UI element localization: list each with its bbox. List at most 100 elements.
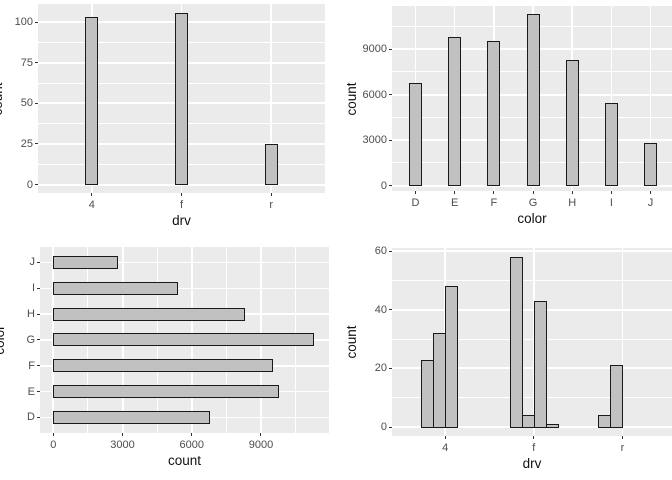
y-tick-mark	[389, 426, 392, 428]
bar	[509, 257, 523, 428]
y-tick-mark	[37, 416, 40, 418]
y-tick-label: 75	[20, 56, 33, 69]
x-tick-mark	[270, 193, 272, 196]
y-tick-mark	[389, 139, 392, 141]
x-tick-mark	[191, 433, 193, 436]
x-axis-title: drv	[522, 456, 542, 471]
grid-major-x	[621, 248, 624, 436]
y-tick-label: 0	[380, 179, 387, 192]
x-tick-mark	[181, 193, 183, 196]
x-tick-label: H	[568, 197, 577, 209]
y-tick-label: 9000	[362, 43, 387, 55]
y-tick-label: J	[29, 256, 36, 269]
bar	[526, 14, 540, 187]
y-tick-label: 6000	[362, 88, 387, 101]
x-tick-label: 4	[88, 199, 95, 211]
bar	[533, 301, 547, 428]
grid-major-y	[392, 308, 672, 311]
bar	[445, 286, 459, 428]
grid-major-x	[270, 4, 272, 193]
grid-major-y	[392, 367, 672, 370]
x-tick-mark	[571, 191, 573, 194]
y-tick-mark	[35, 184, 38, 185]
bar	[53, 333, 314, 347]
x-tick-label: f	[532, 442, 536, 454]
bar	[85, 17, 99, 186]
x-tick-label: 6000	[179, 439, 204, 451]
y-tick-label: G	[26, 333, 35, 346]
bar	[175, 12, 189, 186]
x-tick-mark	[444, 436, 446, 439]
y-tick-mark	[37, 313, 40, 315]
y-tick-label: H	[27, 308, 35, 321]
x-tick-label: f	[179, 199, 184, 211]
y-tick-label: F	[28, 359, 35, 372]
y-tick-mark	[389, 185, 392, 186]
x-tick-mark	[610, 191, 612, 194]
bar	[487, 40, 501, 187]
x-tick-label: F	[490, 197, 498, 209]
y-axis-title: count	[344, 325, 359, 359]
x-tick-mark	[650, 191, 652, 194]
y-tick-mark	[389, 94, 392, 95]
y-tick-label: 50	[20, 97, 33, 110]
x-tick-mark	[415, 191, 416, 194]
y-tick-label: 0	[26, 178, 33, 191]
grid-minor-y	[392, 280, 672, 281]
y-tick-label: E	[27, 385, 35, 398]
x-tick-mark	[52, 433, 54, 436]
y-tick-mark	[37, 391, 40, 393]
grid-major-y	[40, 261, 329, 264]
x-tick-label: r	[269, 199, 274, 211]
y-tick-mark	[389, 250, 392, 252]
x-tick-label: D	[411, 197, 420, 209]
bar	[53, 385, 280, 399]
x-tick-mark	[532, 191, 534, 194]
grid-major-x	[649, 6, 652, 191]
bar	[53, 359, 274, 373]
x-tick-mark	[91, 193, 93, 196]
bar	[53, 410, 210, 424]
y-tick-mark	[35, 143, 38, 145]
bar	[545, 424, 559, 428]
y-tick-label: 25	[20, 137, 33, 150]
y-tick-mark	[389, 309, 392, 311]
x-tick-label: 4	[442, 442, 449, 454]
y-tick-mark	[37, 261, 40, 263]
bar	[409, 82, 422, 187]
bar	[610, 365, 624, 428]
y-tick-label: 20	[374, 362, 387, 375]
grid-major-y	[40, 287, 329, 290]
x-tick-label: G	[528, 197, 538, 209]
x-tick-mark	[454, 191, 456, 194]
x-axis-title: drv	[172, 213, 191, 228]
x-tick-label: 3000	[110, 439, 135, 451]
y-tick-label: 40	[374, 303, 387, 316]
bar	[53, 281, 179, 295]
x-tick-label: 0	[50, 439, 57, 451]
y-tick-mark	[37, 287, 40, 289]
y-tick-mark	[37, 339, 40, 341]
grid-major-x	[610, 6, 613, 191]
y-tick-mark	[37, 365, 40, 367]
x-tick-mark	[493, 191, 495, 194]
bar	[264, 143, 278, 186]
x-tick-label: I	[609, 197, 613, 209]
y-tick-label: 60	[374, 245, 387, 258]
x-tick-label: 9000	[248, 439, 274, 451]
y-tick-mark	[35, 102, 38, 104]
y-tick-label: 100	[14, 16, 33, 29]
x-axis-title: count	[167, 453, 202, 468]
x-tick-mark	[122, 433, 124, 436]
bar	[53, 255, 119, 269]
bar	[644, 142, 658, 187]
y-tick-mark	[389, 48, 392, 50]
x-tick-mark	[621, 436, 623, 439]
y-tick-label: D	[27, 411, 35, 424]
bar	[448, 36, 462, 187]
bar	[565, 59, 579, 187]
x-tick-label: J	[647, 197, 654, 209]
